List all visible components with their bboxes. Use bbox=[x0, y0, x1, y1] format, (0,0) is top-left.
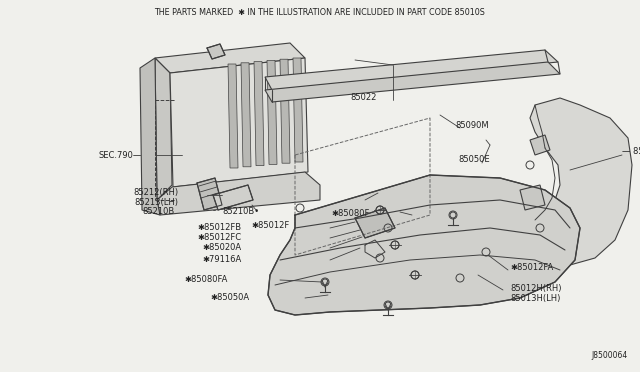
Polygon shape bbox=[265, 50, 558, 90]
Polygon shape bbox=[155, 43, 305, 73]
Text: 85213(LH): 85213(LH) bbox=[134, 199, 178, 208]
Polygon shape bbox=[170, 58, 308, 187]
Polygon shape bbox=[280, 59, 290, 163]
Text: 85210B: 85210B bbox=[143, 208, 175, 217]
Polygon shape bbox=[140, 58, 160, 215]
Polygon shape bbox=[254, 62, 264, 166]
Polygon shape bbox=[207, 44, 225, 59]
Polygon shape bbox=[197, 178, 222, 210]
Text: 85012H(RH): 85012H(RH) bbox=[510, 283, 561, 292]
Polygon shape bbox=[228, 64, 238, 168]
Polygon shape bbox=[213, 185, 253, 210]
Polygon shape bbox=[268, 175, 580, 315]
Text: ✱85020A: ✱85020A bbox=[203, 244, 242, 253]
Polygon shape bbox=[265, 62, 560, 102]
Text: 85090M: 85090M bbox=[455, 121, 488, 129]
Polygon shape bbox=[293, 58, 303, 162]
Text: 85210B•: 85210B• bbox=[222, 208, 259, 217]
Text: ✱85012FC: ✱85012FC bbox=[198, 234, 242, 243]
Polygon shape bbox=[525, 98, 632, 265]
Text: SEC.790—: SEC.790— bbox=[99, 151, 142, 160]
Text: THE PARTS MARKED  ✱ IN THE ILLUSTRATION ARE INCLUDED IN PART CODE 85010S: THE PARTS MARKED ✱ IN THE ILLUSTRATION A… bbox=[155, 8, 485, 17]
Text: 85050E: 85050E bbox=[458, 155, 490, 164]
Text: ✱85012F: ✱85012F bbox=[252, 221, 290, 230]
Polygon shape bbox=[155, 58, 172, 200]
Text: 85022: 85022 bbox=[350, 93, 376, 102]
Polygon shape bbox=[157, 172, 320, 215]
Text: ✱79116A: ✱79116A bbox=[203, 256, 242, 264]
Text: ✱85050A: ✱85050A bbox=[211, 294, 250, 302]
Text: 85013H(LH): 85013H(LH) bbox=[510, 294, 561, 302]
Polygon shape bbox=[267, 60, 277, 164]
Text: ✱85012FB: ✱85012FB bbox=[198, 224, 242, 232]
Text: ✱85080F: ✱85080F bbox=[332, 208, 370, 218]
Text: J8500064: J8500064 bbox=[592, 351, 628, 360]
Polygon shape bbox=[355, 208, 395, 238]
Polygon shape bbox=[530, 135, 550, 155]
Text: ✱85012FA: ✱85012FA bbox=[510, 263, 553, 273]
Polygon shape bbox=[520, 185, 545, 210]
Text: ✱85080FA: ✱85080FA bbox=[184, 276, 228, 285]
Polygon shape bbox=[241, 63, 251, 167]
Text: 85212(RH): 85212(RH) bbox=[133, 189, 178, 198]
Text: — 85010S: — 85010S bbox=[622, 148, 640, 157]
